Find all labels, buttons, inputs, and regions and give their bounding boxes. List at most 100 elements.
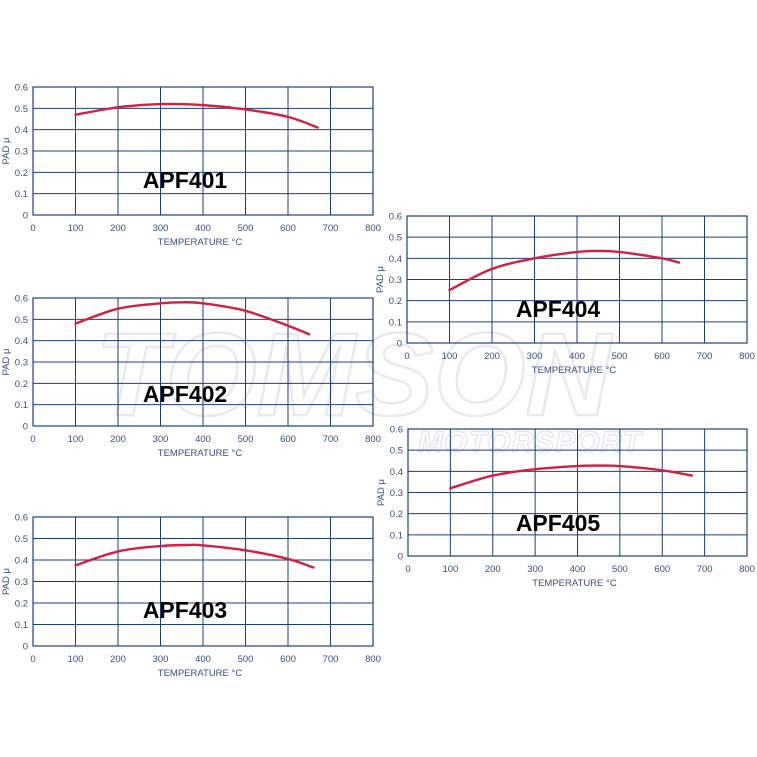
y-tick-label: 0.3 [15,147,28,158]
x-tick-label: 200 [110,434,126,445]
y-axis-label: PAD μ [1,349,12,376]
y-tick-label: 0.5 [390,446,403,457]
y-tick-label: 0.5 [15,315,28,326]
x-tick-label: 200 [110,223,126,234]
y-tick-label: 0.4 [15,336,28,347]
y-tick-label: 0.6 [389,212,402,223]
x-tick-label: 300 [153,223,169,234]
y-tick-label: 0.5 [15,104,28,115]
chart-title: APF404 [516,296,601,322]
x-tick-label: 800 [365,654,381,665]
x-tick-label: 400 [195,223,211,234]
y-tick-label: 0 [23,422,28,433]
y-tick-label: 0 [397,339,402,350]
chart-apf404-svg: 0 100 200 300 400 500 600 700 800 0 0.1 0.2 0.3 0.4 0.… [375,212,755,377]
chart-apf405: 0 100 200 300 400 500 600 700 800 0 0.1 0.2 0.3 0.4 0.… [370,423,757,608]
plot-frame [407,428,748,557]
x-tick-label: 800 [739,564,755,575]
x-tick-label: 500 [238,654,254,665]
x-tick-label: 600 [280,654,296,665]
y-tick-label: 0.3 [389,275,402,286]
chart-title: APF405 [516,510,601,536]
y-tick-label: 0.6 [15,513,28,524]
watermark-main: TOMSON [95,309,614,441]
x-tick-label: 300 [153,654,169,665]
x-tick-label: 500 [612,564,628,575]
x-axis-label: TEMPERATURE °C [158,237,243,248]
x-tick-label: 400 [195,434,211,445]
x-tick-label: 0 [30,223,35,234]
x-tick-label: 700 [697,351,713,362]
chart-apf403-svg: 0 100 200 300 400 500 600 700 800 0 0.1 0.2 0.3 0.4 0.… [1,513,381,680]
x-tick-label: 100 [68,223,84,234]
x-axis-label: TEMPERATURE °C [158,668,243,679]
y-tick-label: 0.4 [390,467,403,478]
y-tick-label: 0.2 [15,379,28,390]
y-tick-label: 0 [23,211,28,222]
y-tick-label: 0.1 [15,189,28,200]
y-tick-label: 0.3 [15,358,28,369]
x-tick-label: 700 [697,564,713,575]
x-axis-label: TEMPERATURE °C [532,578,617,589]
x-axis-label: TEMPERATURE °C [532,365,617,376]
y-tick-label: 0.2 [389,296,402,307]
x-tick-label: 600 [654,564,670,575]
x-tick-label: 700 [323,434,339,445]
friction-curve [74,102,319,129]
y-tick-label: 0.3 [15,577,28,588]
y-tick-label: 0.6 [15,83,28,94]
y-tick-label: 0.4 [15,125,28,136]
y-tick-label: 0.2 [15,168,28,179]
chart-apf405-svg: 0 100 200 300 400 500 600 700 800 0 0.1 0.2 0.3 0.4 0.… [376,425,755,590]
x-tick-label: 0 [404,351,409,362]
x-tick-label: 100 [442,351,458,362]
y-tick-label: 0.2 [15,599,28,610]
chart-title: APF403 [143,597,227,623]
y-tick-label: 0.1 [15,620,28,631]
x-tick-label: 400 [569,351,585,362]
y-tick-label: 0.6 [15,294,28,305]
x-tick-label: 500 [238,223,254,234]
y-axis-label: PAD μ [1,568,12,595]
x-axis-label: TEMPERATURE °C [158,448,243,459]
plot-frame [32,516,374,647]
friction-curve [448,249,681,292]
y-tick-label: 0 [398,552,403,563]
x-tick-label: 600 [280,434,296,445]
x-tick-label: 100 [68,434,84,445]
y-tick-label: 0.6 [390,425,403,436]
chart-apf402: 0 100 200 300 400 500 600 700 800 0 0.1 0.2 0.3 0.4 0.… [0,292,400,477]
y-tick-label: 0.5 [389,233,402,244]
plot-frame [32,86,374,216]
chart-apf402-svg: 0 100 200 300 400 500 600 700 800 0 0.1 0.2 0.3 0.4 0.… [1,294,381,460]
x-tick-label: 0 [30,434,35,445]
plot-frame [406,215,748,344]
chart-title: APF401 [143,167,228,193]
x-tick-label: 200 [485,564,501,575]
x-tick-label: 800 [365,223,381,234]
friction-curve [449,464,694,490]
y-tick-label: 0.4 [15,556,28,567]
x-tick-label: 600 [280,223,296,234]
chart-apf401: 0 100 200 300 400 500 600 700 800 0 0.1 0.2 0.3 0.4 0.… [0,80,400,265]
y-tick-label: 0.1 [390,530,403,541]
x-tick-label: 0 [405,564,410,575]
x-tick-label: 600 [654,351,670,362]
y-tick-label: 0.4 [389,254,402,265]
x-tick-label: 300 [153,434,169,445]
x-tick-label: 200 [484,351,500,362]
chart-apf404: 0 100 200 300 400 500 600 700 800 0 0.1 0.2 0.3 0.4 0.… [370,209,757,394]
chart-title: APF402 [143,381,227,407]
watermark-sub: MOTORSPORT [418,426,644,459]
x-tick-label: 800 [739,351,755,362]
chart-apf401-svg: 0 100 200 300 400 500 600 700 800 0 0.1 0.2 0.3 0.4 0.… [1,83,381,249]
friction-curve [74,301,311,336]
y-tick-label: 0.5 [15,534,28,545]
x-tick-label: 500 [612,351,628,362]
x-tick-label: 700 [323,223,339,234]
x-tick-label: 0 [30,654,35,665]
x-tick-label: 100 [68,654,84,665]
y-tick-label: 0.3 [390,488,403,499]
x-tick-label: 400 [195,654,211,665]
